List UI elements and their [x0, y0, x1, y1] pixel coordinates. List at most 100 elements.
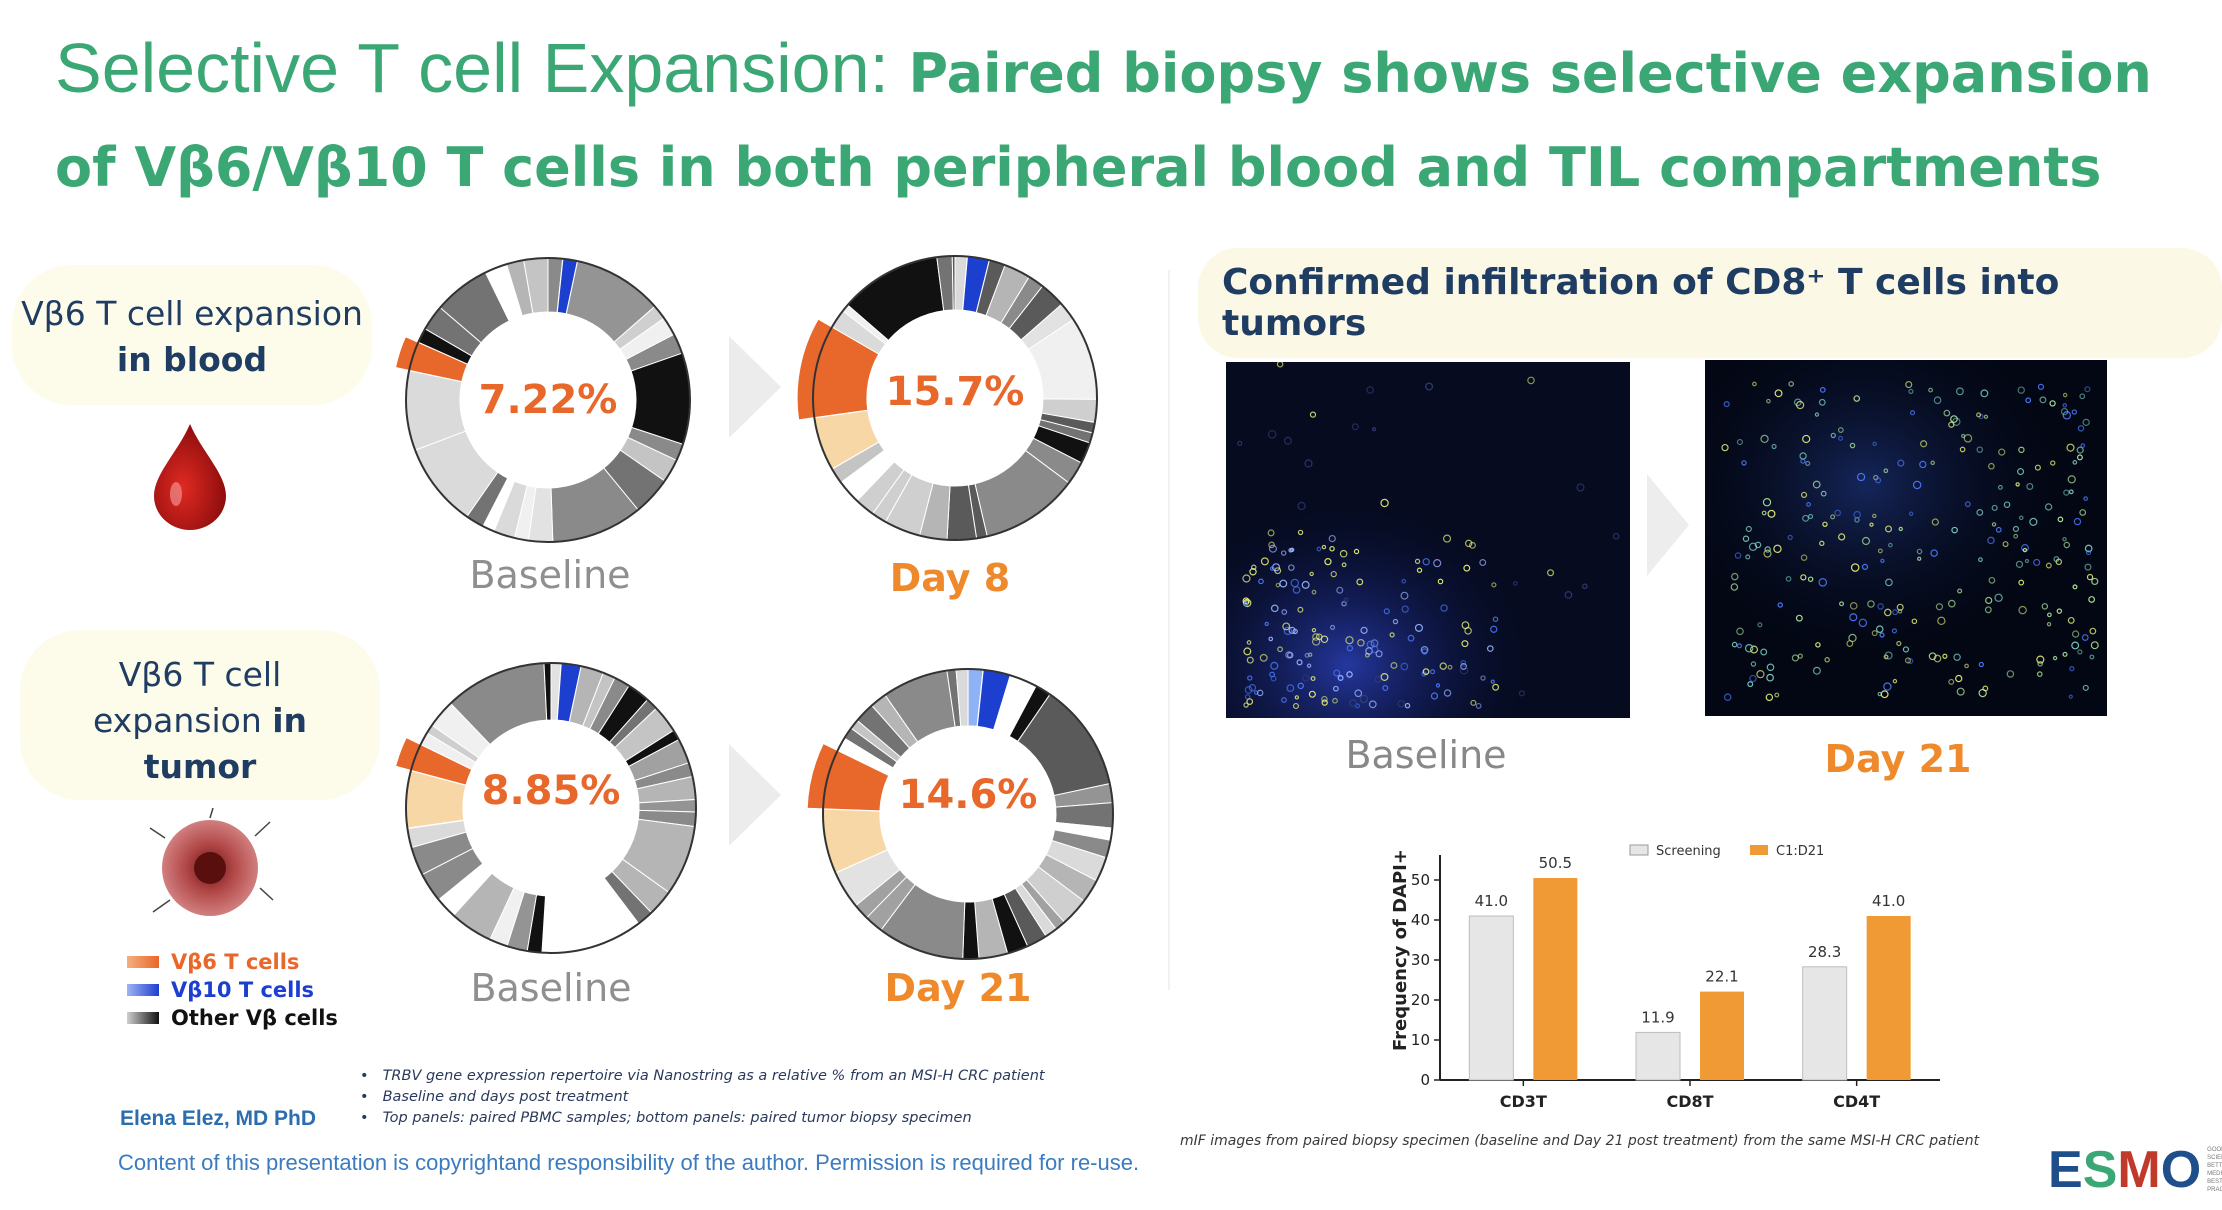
cell-marker: [2033, 558, 2041, 567]
cell-marker: [1306, 663, 1312, 668]
cell-marker: [1346, 671, 1353, 678]
cell-marker: [1754, 541, 1762, 549]
cell-marker: [1279, 579, 1288, 588]
cell-marker: [1492, 616, 1499, 622]
esmo-letter: O: [2160, 1141, 2202, 1199]
cell-marker: [2079, 393, 2086, 400]
bar-value-label: 22.1: [1705, 968, 1738, 986]
cell-marker: [1853, 510, 1862, 519]
cell-marker: [1312, 633, 1320, 641]
cell-marker: [1802, 514, 1810, 522]
cell-marker: [1276, 362, 1284, 368]
mif-label-baseline: Baseline: [1345, 733, 1507, 777]
cell-marker: [1919, 460, 1927, 469]
cell-marker: [1430, 692, 1439, 700]
cell-marker: [1447, 664, 1453, 670]
cell-marker: [1364, 652, 1370, 658]
cell-marker: [1311, 627, 1317, 633]
cell-marker: [1930, 460, 1935, 466]
cell-marker: [2025, 397, 2032, 404]
copyright-notice: Content of this presentation is copyrigh…: [118, 1150, 1140, 1175]
cell-marker: [1287, 564, 1295, 571]
esmo-letter: E: [2048, 1141, 2083, 1199]
cell-marker: [1928, 387, 1933, 393]
cell-marker: [1308, 690, 1316, 698]
legend-label-vb10: Vβ10 T cells: [171, 978, 315, 1002]
cell-marker: [1731, 641, 1738, 648]
cell-marker: [1871, 630, 1878, 637]
cell-marker: [1745, 525, 1752, 533]
donut-pct-blood-day8: 15.7%: [886, 369, 1025, 415]
tumor-cell-icon: [149, 808, 274, 916]
y-tick-label: 0: [1420, 1071, 1430, 1089]
cell-marker: [1916, 548, 1923, 555]
cell-marker: [1908, 511, 1914, 517]
cell-marker: [1948, 421, 1955, 428]
cell-marker: [1892, 609, 1899, 616]
cell-marker: [1463, 564, 1471, 572]
cell-marker: [1976, 412, 1982, 418]
cell-marker: [2018, 579, 2025, 586]
cell-marker: [1244, 685, 1253, 694]
cell-marker: [1351, 423, 1359, 431]
cell-marker: [2082, 684, 2089, 691]
cell-marker: [1744, 644, 1754, 653]
cell-marker: [1243, 702, 1249, 708]
legend-item-other: Other Vβ cells: [127, 1004, 338, 1032]
x-tick-label: CD8T: [1666, 1092, 1713, 1111]
cell-marker: [1872, 441, 1877, 447]
cell-marker: [1442, 534, 1452, 543]
cell-marker: [1435, 683, 1441, 688]
cell-marker: [1807, 576, 1814, 582]
cell-marker: [2084, 386, 2091, 393]
cell-marker: [1341, 562, 1347, 568]
footnote: Top panels: paired PBMC samples; bottom …: [380, 1108, 1045, 1129]
cell-marker: [1270, 675, 1277, 682]
legend-item-vb6: Vβ6 T cells: [127, 948, 338, 976]
cell-marker: [1963, 434, 1973, 443]
cell-marker: [1763, 549, 1772, 558]
cell-marker: [2062, 403, 2068, 408]
cell-marker: [2073, 517, 2082, 526]
cell-marker: [1437, 578, 1444, 585]
cell-marker: [2018, 605, 2027, 615]
cell-marker: [1757, 622, 1763, 628]
x-tick-label: CD3T: [1500, 1092, 1547, 1111]
cell-marker: [1333, 669, 1341, 677]
cell-marker: [1897, 459, 1905, 467]
cell-marker: [1877, 603, 1884, 610]
cell-marker: [1830, 432, 1836, 439]
cell-marker: [1985, 596, 1993, 605]
cell-marker: [1380, 498, 1389, 508]
cell-marker: [2069, 666, 2075, 672]
cell-marker: [2066, 443, 2075, 452]
cell-marker: [1459, 665, 1469, 675]
cell-marker: [1800, 491, 1808, 499]
cell-marker: [1800, 554, 1808, 561]
cell-marker: [1896, 603, 1904, 611]
cell-marker: [1991, 504, 1998, 511]
cell-marker: [1978, 557, 1983, 563]
cell-marker: [1987, 536, 1995, 545]
cell-marker: [2062, 392, 2068, 398]
cell-marker: [2057, 516, 2064, 523]
cell-marker: [1316, 546, 1322, 552]
cell-marker: [1950, 415, 1958, 423]
cell-marker: [1819, 540, 1825, 547]
title-part1: Selective T cell Expansion:: [55, 29, 909, 107]
cell-marker: [1309, 571, 1314, 577]
bar-value-label: 41.0: [1872, 892, 1905, 910]
cell-marker: [1848, 633, 1857, 643]
cell-marker: [1773, 544, 1782, 554]
footnotes: TRBV gene expression repertoire via Nano…: [380, 1066, 1045, 1129]
cell-marker: [1774, 389, 1783, 398]
cell-marker: [1883, 468, 1889, 474]
cell-marker: [1296, 659, 1303, 666]
cell-marker: [1849, 602, 1858, 610]
cell-marker: [1414, 558, 1421, 565]
cell-marker: [1839, 601, 1845, 607]
cell-marker: [1479, 559, 1487, 566]
cell-marker: [1345, 636, 1354, 645]
cell-marker: [1887, 542, 1893, 548]
cell-marker: [1243, 601, 1249, 607]
